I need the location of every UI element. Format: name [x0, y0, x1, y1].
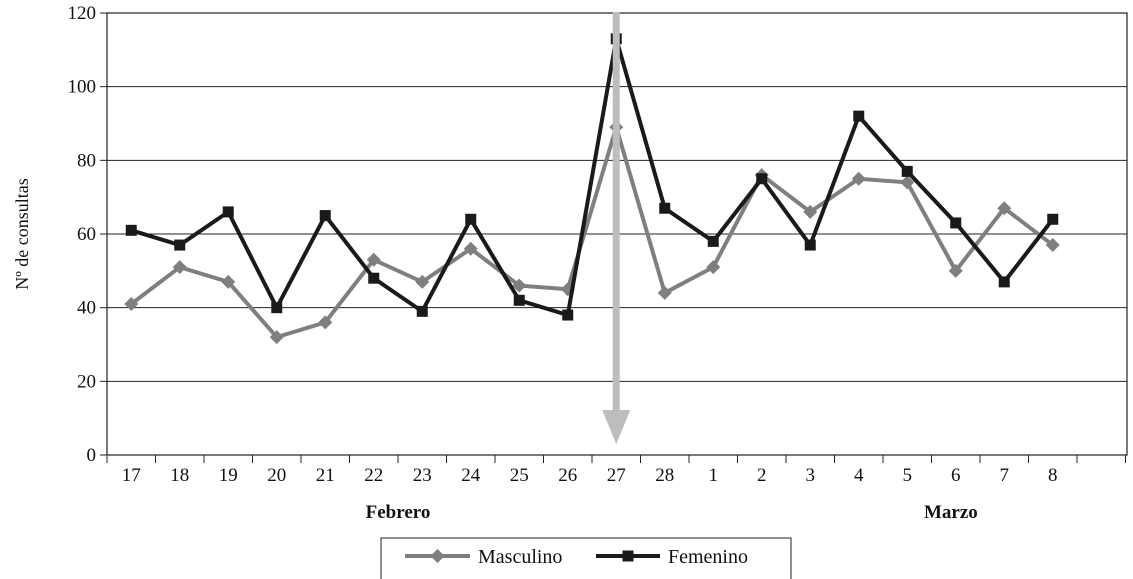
legend-box — [380, 537, 792, 579]
x-tick-label: 2 — [757, 465, 767, 486]
data-point — [948, 263, 963, 278]
y-axis-label: Nº de consultas — [12, 178, 32, 290]
series-masculino — [124, 120, 1060, 345]
y-tick-label: 100 — [68, 77, 97, 98]
y-tick-label: 120 — [68, 3, 97, 24]
y-tick-label: 0 — [87, 445, 97, 466]
data-point — [124, 296, 139, 311]
data-point — [562, 309, 574, 321]
data-point — [706, 260, 721, 275]
legend: Masculino Femenino — [380, 537, 792, 579]
x-tick-label: 19 — [219, 465, 238, 486]
y-tick-label: 80 — [77, 150, 96, 171]
data-point — [366, 252, 381, 267]
data-point — [174, 239, 186, 251]
month-label-marzo: Marzo — [924, 502, 978, 523]
data-point — [900, 175, 915, 190]
data-point — [269, 330, 284, 345]
x-tick-label: 18 — [170, 465, 189, 486]
month-labels: Febrero Marzo — [366, 502, 978, 523]
data-point — [319, 210, 331, 222]
series-layer — [124, 33, 1060, 345]
x-tick-label: 5 — [903, 465, 913, 486]
data-point — [998, 276, 1010, 288]
data-point — [622, 550, 634, 562]
data-point — [463, 241, 478, 256]
data-point — [430, 549, 445, 563]
legend-item-femenino: Femenino — [596, 546, 748, 568]
data-point — [950, 217, 962, 229]
data-point — [1045, 238, 1060, 253]
y-tick-label: 60 — [77, 224, 96, 245]
y-tick-label: 40 — [77, 298, 96, 319]
data-point — [465, 213, 477, 225]
data-point — [318, 315, 333, 330]
data-point — [756, 173, 768, 185]
x-tick-label: 24 — [461, 465, 481, 486]
x-tick-label: 21 — [316, 465, 335, 486]
data-point — [222, 206, 234, 218]
data-point — [512, 278, 527, 293]
x-tick-label: 26 — [558, 465, 577, 486]
x-tick-label: 28 — [655, 465, 674, 486]
data-point — [659, 202, 671, 214]
x-tick-label: 3 — [806, 465, 816, 486]
data-point — [415, 274, 430, 289]
arrow-head — [602, 410, 631, 444]
data-point — [221, 274, 236, 289]
data-point — [901, 165, 913, 177]
data-point — [851, 171, 866, 186]
data-point — [125, 224, 137, 236]
series-line — [130, 120, 1054, 340]
x-tick-label: 20 — [267, 465, 286, 486]
data-point — [416, 305, 428, 317]
data-point — [172, 260, 187, 275]
data-point — [657, 285, 672, 300]
data-point — [271, 302, 283, 314]
x-tick-label: 1 — [709, 465, 719, 486]
data-point — [853, 110, 865, 122]
x-tick-label: 4 — [854, 465, 864, 486]
x-tick-label: 17 — [122, 465, 141, 486]
legend-label: Masculino — [478, 546, 562, 568]
data-point — [707, 235, 719, 247]
y-tick-labels: 0 20 40 60 80 100 120 — [68, 3, 97, 466]
data-point — [368, 272, 380, 284]
series-line — [130, 38, 1055, 318]
month-label-febrero: Febrero — [366, 502, 431, 523]
data-point — [997, 201, 1012, 216]
y-tick-label: 20 — [77, 371, 96, 392]
data-point — [513, 294, 525, 306]
series-femenino — [125, 33, 1059, 321]
x-tick-label: 6 — [951, 465, 961, 486]
data-point — [1047, 213, 1059, 225]
x-tick-label: 22 — [364, 465, 383, 486]
legend-item-masculino: Masculino — [405, 546, 562, 568]
annotation-arrow — [602, 12, 631, 444]
x-tick-labels: 17 18 19 20 21 22 23 24 25 26 27 28 1 2 3 4 5 6 7 8 — [122, 465, 1058, 486]
data-point — [803, 204, 818, 219]
x-tick-label: 23 — [413, 465, 432, 486]
x-tick-label: 27 — [607, 465, 626, 486]
data-point — [804, 239, 816, 251]
x-tick-label: 8 — [1048, 465, 1058, 486]
x-tick-label: 7 — [1000, 465, 1010, 486]
legend-label: Femenino — [668, 546, 748, 568]
x-tick-label: 25 — [510, 465, 529, 486]
